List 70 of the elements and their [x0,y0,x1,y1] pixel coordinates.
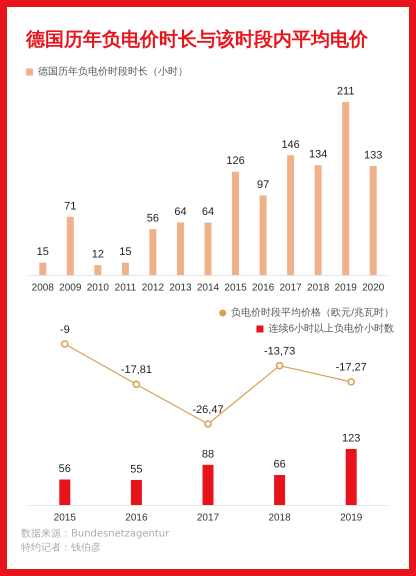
data-label: 146 [281,138,300,151]
data-label: 133 [364,149,382,162]
x-tick-label: 2009 [59,282,82,294]
bar [66,216,74,275]
x-tick-label: 2012 [142,282,164,294]
data-label: 123 [342,432,360,444]
data-label: 88 [202,448,214,460]
x-tick-label: 2015 [224,282,248,294]
x-tick-label: 2019 [340,512,363,524]
point [276,362,284,370]
data-label: 12 [92,248,104,261]
point [132,380,140,388]
point [204,420,212,428]
legend-label: 德国历年负电价时段时长（小时） [38,66,188,78]
bar [314,165,322,275]
data-label: 71 [64,200,76,212]
bar [149,229,156,275]
data-label: 56 [58,463,71,476]
legend-label: 负电价时段平均价格（欧元/兆瓦时） [231,306,394,318]
x-tick-label: 2013 [169,282,192,294]
bar [39,262,46,275]
bar [176,222,184,275]
data-label: 97 [256,178,270,191]
x-tick-label: 2015 [54,512,76,524]
x-tick-label: 2011 [114,282,137,294]
data-label: 15 [119,246,132,258]
bar [232,172,240,275]
data-label: 55 [130,463,143,476]
x-tick-label: 2017 [279,282,302,294]
source-note: 数据来源：Bundesnetzagentur [21,528,170,540]
bar [122,262,129,275]
data-label: -9 [60,324,70,336]
bar [287,155,294,275]
point [61,340,69,348]
chart-title: 德国历年负电价时长与该时段内平均电价 [25,28,369,50]
data-label: 66 [273,458,286,470]
legend-label: 连续6小时以上负电价小时数 [268,322,394,334]
x-tick-label: 2020 [362,282,385,294]
data-label: -17,81 [120,364,152,376]
x-tick-label: 2018 [307,282,330,294]
bar [202,464,214,505]
bar [204,222,212,275]
data-label: 15 [36,246,49,258]
data-label: 64 [174,206,187,218]
point [347,378,355,386]
data-label: 211 [336,86,354,98]
bar [94,265,102,275]
bar [59,480,70,505]
x-tick-label: 2008 [32,282,54,294]
bar [260,195,267,275]
bar [274,474,286,505]
data-label: 126 [226,155,245,168]
x-tick-label: 2014 [196,282,220,294]
x-tick-label: 2010 [86,282,110,294]
x-tick-label: 2017 [196,512,220,524]
data-label: -17,27 [336,362,367,374]
bar [346,449,357,505]
data-label: -26,47 [192,404,224,416]
x-tick-label: 2018 [268,512,292,524]
x-tick-label: 2019 [334,282,358,294]
data-label: 134 [308,148,328,161]
text: 特约记者：钱伯彦 [21,542,101,554]
bar [342,102,350,275]
data-label: 64 [202,206,214,218]
data-label: -13,73 [264,345,296,358]
x-tick-label: 2016 [125,512,148,524]
bar [370,166,377,275]
bar [130,480,142,505]
x-tick-label: 2016 [252,282,275,294]
data-label: 56 [146,212,160,225]
